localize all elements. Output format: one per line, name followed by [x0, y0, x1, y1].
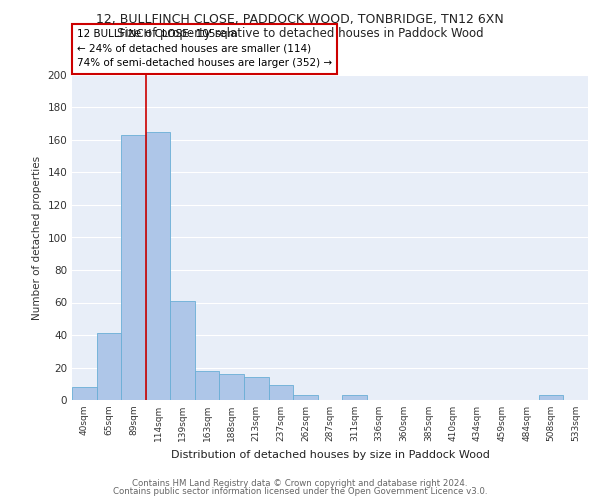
Text: 12 BULLFINCH CLOSE: 105sqm
← 24% of detached houses are smaller (114)
74% of sem: 12 BULLFINCH CLOSE: 105sqm ← 24% of deta… [77, 29, 332, 68]
Y-axis label: Number of detached properties: Number of detached properties [32, 156, 42, 320]
Bar [195, 371, 220, 400]
Bar [121, 135, 146, 400]
Bar [97, 334, 121, 400]
X-axis label: Distribution of detached houses by size in Paddock Wood: Distribution of detached houses by size … [170, 450, 490, 460]
Text: 12, BULLFINCH CLOSE, PADDOCK WOOD, TONBRIDGE, TN12 6XN: 12, BULLFINCH CLOSE, PADDOCK WOOD, TONBR… [96, 12, 504, 26]
Bar [146, 132, 170, 400]
Bar [244, 377, 269, 400]
Bar [293, 395, 318, 400]
Text: Contains public sector information licensed under the Open Government Licence v3: Contains public sector information licen… [113, 488, 487, 496]
Bar [269, 386, 293, 400]
Bar [342, 395, 367, 400]
Text: Size of property relative to detached houses in Paddock Wood: Size of property relative to detached ho… [116, 28, 484, 40]
Bar [170, 301, 195, 400]
Bar [220, 374, 244, 400]
Text: Contains HM Land Registry data © Crown copyright and database right 2024.: Contains HM Land Registry data © Crown c… [132, 478, 468, 488]
Bar [539, 395, 563, 400]
Bar [72, 387, 97, 400]
